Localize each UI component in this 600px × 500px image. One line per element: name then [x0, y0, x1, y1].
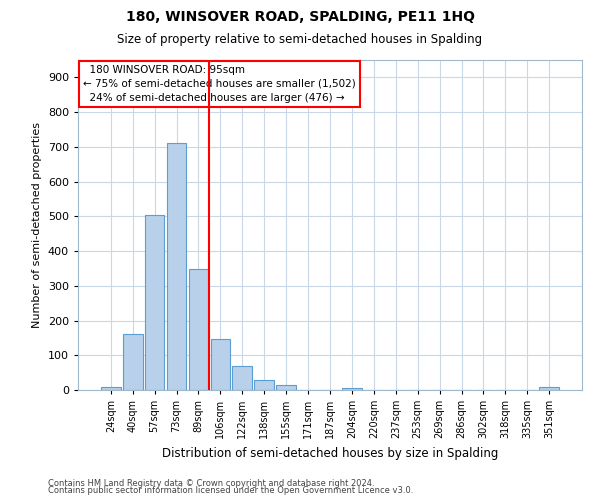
X-axis label: Distribution of semi-detached houses by size in Spalding: Distribution of semi-detached houses by … — [162, 446, 498, 460]
Text: Contains HM Land Registry data © Crown copyright and database right 2024.: Contains HM Land Registry data © Crown c… — [48, 478, 374, 488]
Bar — [254, 380, 274, 390]
Text: 180 WINSOVER ROAD: 95sqm
← 75% of semi-detached houses are smaller (1,502)
  24%: 180 WINSOVER ROAD: 95sqm ← 75% of semi-d… — [83, 65, 356, 103]
Bar — [167, 142, 187, 390]
Y-axis label: Number of semi-detached properties: Number of semi-detached properties — [32, 122, 42, 328]
Text: Contains public sector information licensed under the Open Government Licence v3: Contains public sector information licen… — [48, 486, 413, 495]
Bar — [276, 386, 296, 390]
Bar — [188, 270, 208, 390]
Bar — [342, 388, 362, 390]
Bar — [232, 366, 252, 390]
Bar — [101, 387, 121, 390]
Bar — [539, 386, 559, 390]
Bar — [211, 338, 230, 390]
Text: 180, WINSOVER ROAD, SPALDING, PE11 1HQ: 180, WINSOVER ROAD, SPALDING, PE11 1HQ — [125, 10, 475, 24]
Bar — [123, 334, 143, 390]
Text: Size of property relative to semi-detached houses in Spalding: Size of property relative to semi-detach… — [118, 32, 482, 46]
Bar — [145, 216, 164, 390]
